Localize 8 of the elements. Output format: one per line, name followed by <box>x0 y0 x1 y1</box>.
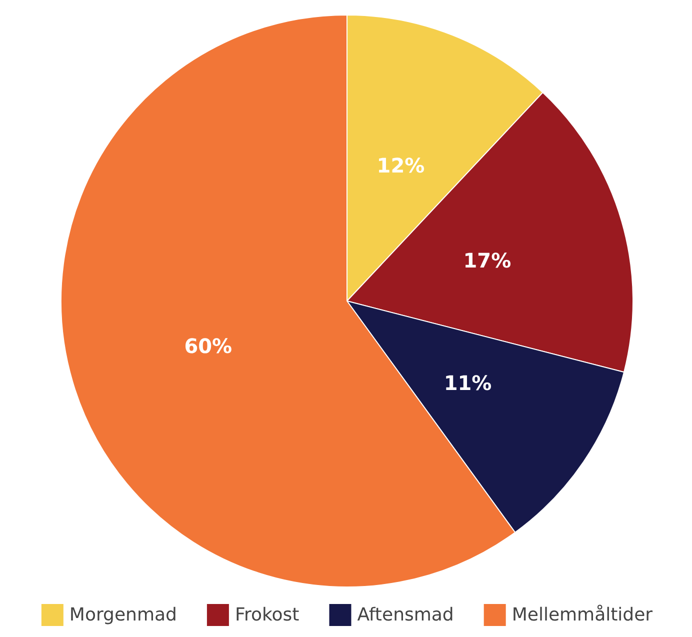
data-label: 12% <box>376 153 425 178</box>
data-label: 17% <box>463 248 512 272</box>
legend-label: Frokost <box>234 604 300 626</box>
legend-label: Morgenmad <box>69 604 177 626</box>
legend-label: Mellemmåltider <box>512 604 654 626</box>
legend-label: Aftensmad <box>357 604 454 626</box>
data-label: 11% <box>444 371 492 396</box>
data-label: 60% <box>184 334 232 358</box>
